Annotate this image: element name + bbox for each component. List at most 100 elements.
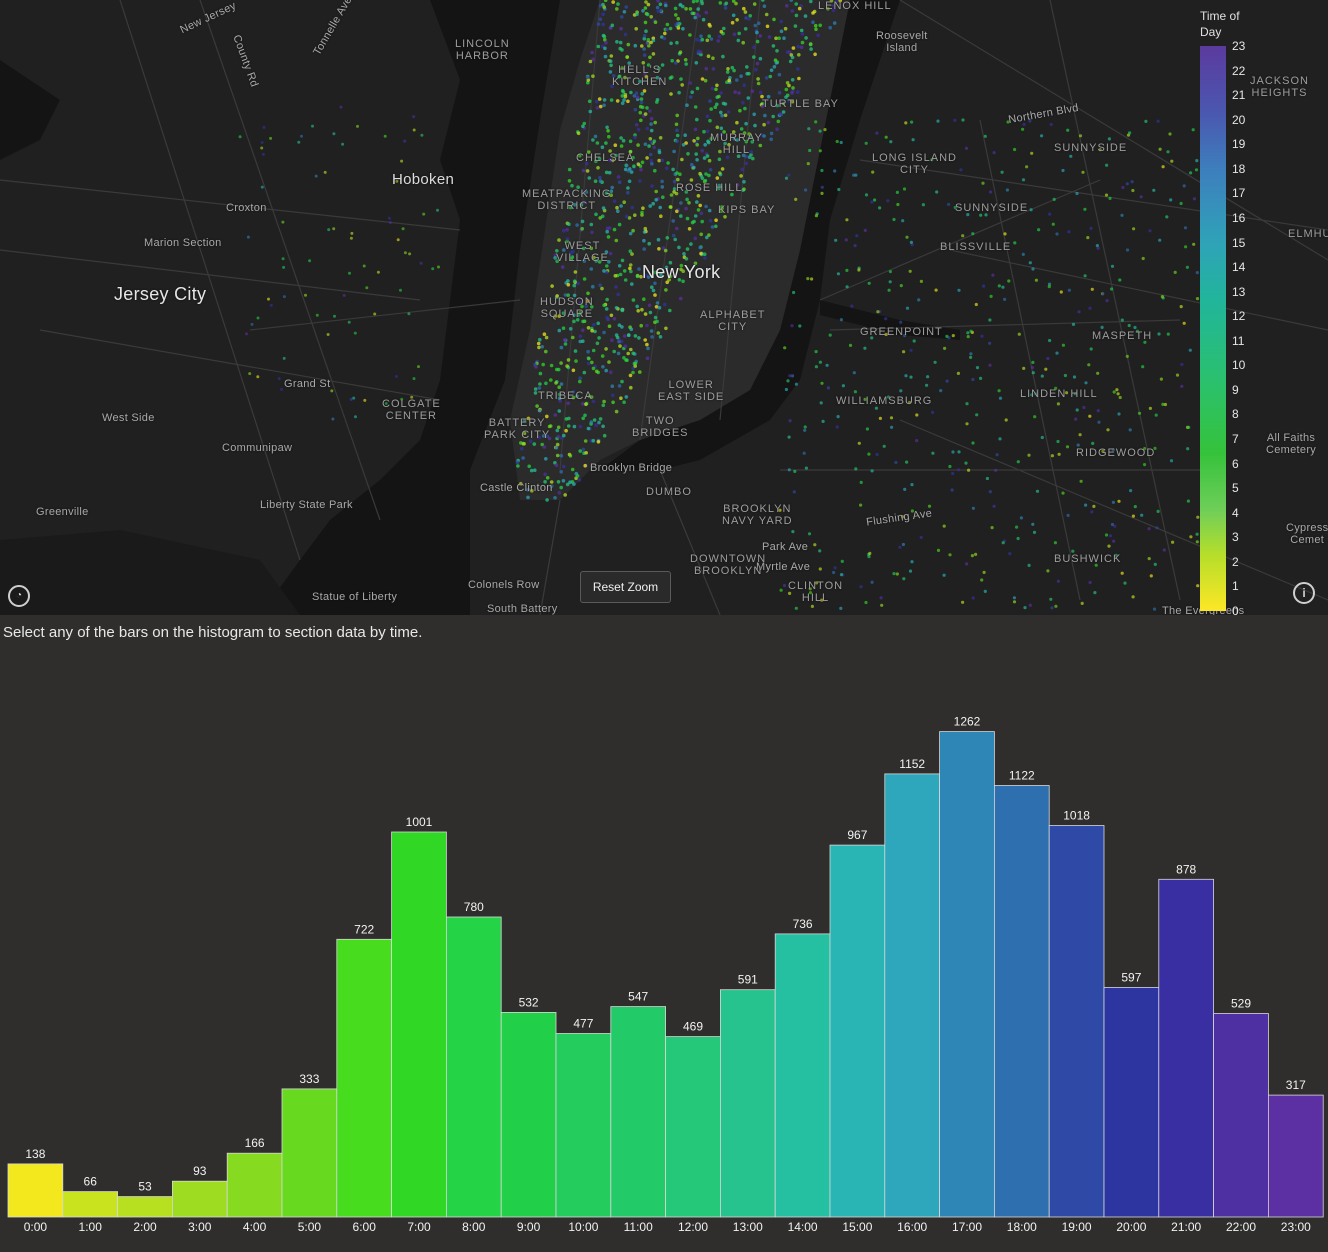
mapbox-logo-icon[interactable]: ◔ xyxy=(8,585,30,607)
hour-histogram[interactable]: 1380:00661:00532:00933:001664:003335:007… xyxy=(0,640,1328,1252)
trip-dot xyxy=(685,197,689,202)
trip-dot xyxy=(1048,212,1052,216)
trip-dot xyxy=(649,122,653,126)
trip-dot xyxy=(520,446,524,451)
histogram-bar[interactable] xyxy=(994,785,1050,1218)
histogram-bar[interactable] xyxy=(884,773,940,1218)
trip-dot xyxy=(695,117,699,122)
trip-dot xyxy=(609,313,614,318)
histogram-bar[interactable] xyxy=(610,1006,666,1218)
trip-dot xyxy=(1027,563,1031,568)
trip-dot xyxy=(610,23,615,28)
trip-dot xyxy=(988,341,992,345)
histogram-bar[interactable] xyxy=(1103,986,1160,1218)
histogram-bar[interactable] xyxy=(500,1011,557,1218)
trip-dot xyxy=(971,232,975,236)
histogram-bar[interactable] xyxy=(7,1163,64,1218)
trip-dot xyxy=(998,396,1003,400)
trip-dot xyxy=(562,338,567,342)
reset-zoom-button[interactable]: Reset Zoom xyxy=(580,571,671,603)
trip-dot xyxy=(669,41,673,46)
histogram-bar[interactable] xyxy=(939,731,995,1218)
trip-dot xyxy=(568,205,573,210)
trip-dot xyxy=(908,269,912,273)
trip-dot xyxy=(785,93,790,98)
trip-dot xyxy=(612,74,616,78)
trip-dot xyxy=(983,134,987,138)
histogram-bar[interactable] xyxy=(829,844,886,1218)
trip-dot xyxy=(584,190,589,194)
histogram-bar[interactable] xyxy=(281,1088,338,1218)
trip-dot xyxy=(718,149,722,154)
histogram-bar[interactable] xyxy=(774,933,831,1218)
trip-dot xyxy=(754,67,758,72)
histogram-bar[interactable] xyxy=(445,916,502,1218)
trip-dot xyxy=(892,217,896,222)
road-line xyxy=(1049,0,1181,601)
histogram-bar[interactable] xyxy=(555,1033,612,1218)
map-view[interactable]: New Jersey County Rd Tonnelle Ave LINCOLN H… xyxy=(0,0,1328,615)
histogram-bar[interactable] xyxy=(62,1191,118,1218)
info-icon[interactable]: i xyxy=(1293,582,1315,604)
trip-dot xyxy=(738,108,742,113)
histogram-bar[interactable] xyxy=(336,938,392,1218)
trip-dot xyxy=(578,424,583,429)
histogram-bar[interactable] xyxy=(720,989,776,1218)
trip-dot xyxy=(981,181,985,185)
trip-dot xyxy=(703,256,707,260)
histogram-bar[interactable] xyxy=(226,1152,283,1218)
trip-dot xyxy=(1096,246,1100,250)
histogram-bar[interactable] xyxy=(665,1036,721,1218)
trip-dot xyxy=(695,0,699,3)
trip-dot xyxy=(1015,525,1019,529)
histogram-bar-group[interactable]: 532:00 xyxy=(117,1180,173,1234)
map-canvas[interactable] xyxy=(0,0,1328,615)
histogram-bar[interactable] xyxy=(1213,1013,1269,1218)
trip-dot xyxy=(569,310,574,315)
trip-dot xyxy=(616,2,620,6)
legend-tick: 0 xyxy=(1232,604,1239,615)
trip-dot xyxy=(580,226,584,231)
histogram-bar-group[interactable]: 933:00 xyxy=(171,1164,228,1234)
histogram-bar[interactable] xyxy=(117,1196,173,1218)
trip-dot xyxy=(632,94,637,98)
histogram-bar[interactable] xyxy=(1268,1094,1324,1218)
trip-dot xyxy=(989,294,993,298)
histogram-bar[interactable] xyxy=(391,831,447,1218)
trip-dot xyxy=(796,67,800,71)
bar-category-label: 1:00 xyxy=(79,1220,103,1234)
trip-dot xyxy=(779,29,784,34)
trip-dot xyxy=(790,78,795,82)
trip-dot xyxy=(689,242,693,246)
trip-dot xyxy=(669,193,674,197)
trip-dot xyxy=(649,329,654,333)
histogram-bar[interactable] xyxy=(1158,878,1215,1218)
histogram-bar[interactable] xyxy=(1048,825,1105,1218)
road-line xyxy=(979,119,1081,601)
histogram-bar[interactable] xyxy=(171,1180,228,1218)
histogram-bar-group[interactable]: 661:00 xyxy=(62,1175,118,1234)
trip-dot xyxy=(633,364,637,368)
trip-dot xyxy=(760,104,765,109)
